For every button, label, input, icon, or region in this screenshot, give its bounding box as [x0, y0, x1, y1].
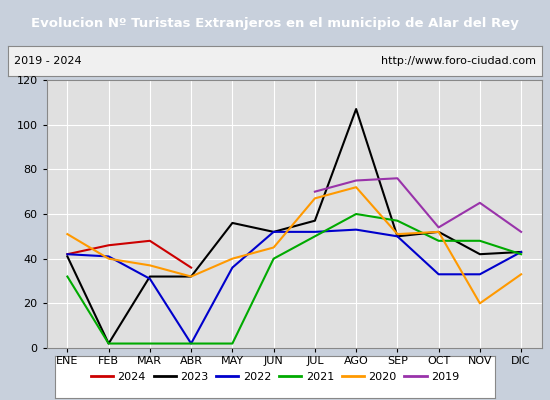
Legend: 2024, 2023, 2022, 2021, 2020, 2019: 2024, 2023, 2022, 2021, 2020, 2019: [86, 368, 464, 386]
Text: Evolucion Nº Turistas Extranjeros en el municipio de Alar del Rey: Evolucion Nº Turistas Extranjeros en el …: [31, 16, 519, 30]
Text: 2019 - 2024: 2019 - 2024: [14, 56, 81, 66]
Text: http://www.foro-ciudad.com: http://www.foro-ciudad.com: [381, 56, 536, 66]
